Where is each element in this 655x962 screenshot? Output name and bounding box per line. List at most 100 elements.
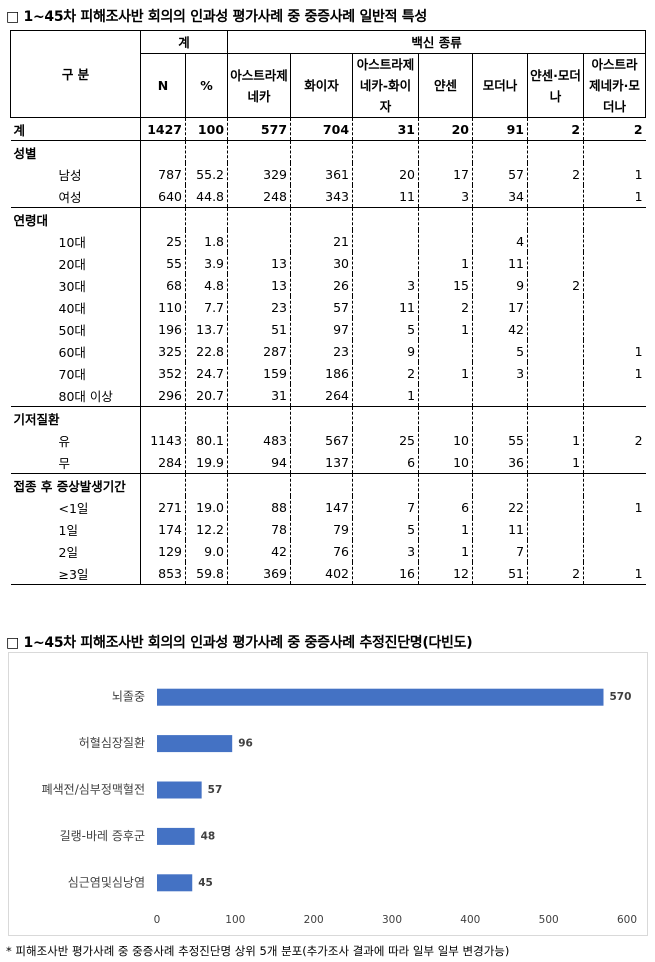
cell: 17 [418, 163, 473, 185]
cell: 31 [227, 384, 291, 407]
cell: 4 [472, 230, 528, 252]
table-row: 성별 [10, 140, 646, 163]
cell: 174 [140, 518, 186, 540]
cell: 1 [418, 518, 473, 540]
chart: 0 100 200 300 400 500 600 뇌졸중 570 허혈심장질환 96 폐색전/심부정… [8, 652, 648, 936]
cell: 1 [583, 163, 646, 185]
cell: 57 [290, 296, 353, 318]
row-label: <1일 [10, 496, 141, 518]
cell: 10 [418, 451, 473, 474]
cell [583, 406, 646, 429]
cell: 3 [352, 274, 419, 296]
cell: 25 [352, 429, 419, 451]
cell [527, 318, 584, 340]
table-title: □ 1~45차 피해조사반 회의의 인과성 평가사례 중 중증사례 일반적 특성 [6, 9, 427, 25]
cell [583, 207, 646, 230]
cell: 25 [140, 230, 186, 252]
cell: 248 [227, 185, 291, 208]
cell: 2 [527, 562, 584, 585]
cell [418, 384, 473, 407]
cell: 5 [352, 318, 419, 340]
cell: 343 [290, 185, 353, 208]
cell: 55 [472, 429, 528, 451]
cell: 577 [227, 117, 291, 141]
cell [418, 207, 473, 230]
footnote: * 피해조사반 평가사례 중 중증사례 추정진단명 상위 5개 분포(추가조사 … [6, 944, 510, 958]
cell [352, 207, 419, 230]
cell: 1 [583, 362, 646, 384]
cell: 78 [227, 518, 291, 540]
cell: 44.8 [184, 185, 228, 208]
row-label: 2일 [10, 540, 141, 562]
cell [527, 252, 584, 274]
cell: 1 [352, 384, 419, 407]
cell: 12.2 [184, 518, 228, 540]
cell [583, 318, 646, 340]
cell [527, 207, 584, 230]
cell: 2 [583, 429, 646, 451]
cell: 55 [140, 252, 186, 274]
cell: 1 [418, 362, 473, 384]
table-row: 10대 25 1.8 21 4 [10, 230, 646, 252]
cell [583, 252, 646, 274]
cell [527, 496, 584, 518]
cell: 13 [227, 274, 291, 296]
cell [527, 406, 584, 429]
cell [352, 473, 419, 496]
cell: 79 [290, 518, 353, 540]
cell: 483 [227, 429, 291, 451]
table-row: 접종 후 증상발생기간 [10, 473, 646, 496]
cell: 6 [352, 451, 419, 474]
cell: 13 [227, 252, 291, 274]
cell: 787 [140, 163, 186, 185]
cell: 42 [472, 318, 528, 340]
cell [583, 540, 646, 562]
cell: 19.0 [184, 496, 228, 518]
cell: 361 [290, 163, 353, 185]
cell: 68 [140, 274, 186, 296]
table-row: 무 284 19.9 94 137 6 10 36 1 [10, 451, 646, 474]
row-label: 40대 [10, 296, 141, 318]
cell [527, 518, 584, 540]
cell: 100 [184, 117, 228, 141]
cell: 97 [290, 318, 353, 340]
header-cell: 아스트라제네카-화이자 [352, 53, 420, 118]
cell: 2 [527, 163, 584, 185]
cell: 7.7 [184, 296, 228, 318]
cell: 1 [583, 562, 646, 585]
cell: 2 [527, 117, 584, 141]
cell [583, 518, 646, 540]
row-label: 50대 [10, 318, 141, 340]
cell [418, 140, 473, 163]
bar [157, 688, 604, 706]
cell [352, 230, 419, 252]
cell: 88 [227, 496, 291, 518]
cell: 1 [583, 340, 646, 362]
cell: 137 [290, 451, 353, 474]
table-row: 80대 이상 296 20.7 31 264 1 [10, 384, 646, 407]
header-cell: 얀센·모더나 [527, 53, 585, 118]
cell: 80.1 [184, 429, 228, 451]
cell: 1143 [140, 429, 186, 451]
cell [527, 230, 584, 252]
table-row: ≥3일 853 59.8 369 402 16 12 51 2 1 [10, 562, 646, 585]
header-cell: 얀센 [418, 53, 474, 118]
table-row: 유 1143 80.1 483 567 25 10 55 1 2 [10, 429, 646, 451]
cell [227, 230, 291, 252]
cell: 402 [290, 562, 353, 585]
table: 구 분 계 백신 종류 N% 아스트라제네카 화이자 아스트라제네카-화이자 얀센 모더나… [10, 30, 647, 585]
y-tick-label: 폐색전/심부정맥혈전 [42, 783, 145, 797]
table-row: 1일 174 12.2 78 79 5 1 11 [10, 518, 646, 540]
x-tick-label: 100 [225, 914, 245, 926]
row-label: ≥3일 [10, 562, 141, 585]
x-tick-label: 500 [539, 914, 559, 926]
cell: 11 [352, 185, 419, 208]
cell [184, 207, 228, 230]
cell: 640 [140, 185, 186, 208]
cell [583, 473, 646, 496]
table-row: 20대 55 3.9 13 30 1 11 [10, 252, 646, 274]
cell [140, 473, 186, 496]
section-label: 접종 후 증상발생기간 [10, 473, 141, 496]
cell: 5 [472, 340, 528, 362]
cell: 94 [227, 451, 291, 474]
